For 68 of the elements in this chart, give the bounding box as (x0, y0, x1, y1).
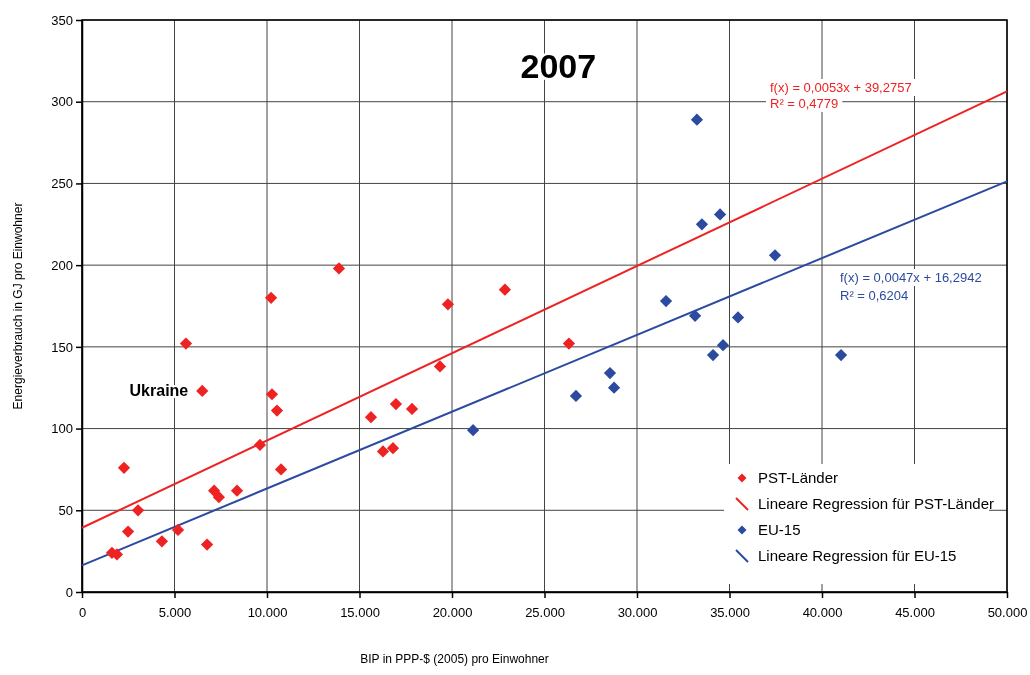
point (121, 525, 135, 538)
point (155, 535, 169, 548)
x-tick-label: 20.000 (432, 604, 473, 620)
point (731, 311, 745, 324)
point (695, 218, 709, 231)
point (386, 442, 400, 455)
point (441, 298, 455, 311)
x-tick-label: 50.000 (987, 604, 1028, 620)
x-tick-label: 40.000 (802, 604, 843, 620)
point (253, 438, 267, 452)
point (274, 463, 288, 476)
y-tick-label: 300 (51, 94, 73, 110)
y-tick-label: 250 (51, 176, 73, 192)
y-tick-label: 200 (51, 257, 73, 273)
point (196, 384, 209, 398)
point (433, 360, 447, 373)
x-axis-title: BIP in PPP-$ (2005) pro Einwohner (360, 652, 549, 666)
legend-label: Lineare Regression für PST-Länder (758, 495, 994, 512)
legend-label: Lineare Regression für EU-15 (758, 547, 957, 564)
point (569, 389, 583, 403)
point (264, 291, 278, 304)
x-tick-label: 35.000 (710, 604, 750, 620)
point (332, 262, 346, 275)
point (768, 249, 782, 262)
x-tick-label: 0 (78, 604, 87, 620)
y-tick-label: 0 (65, 584, 73, 600)
point (562, 337, 576, 350)
point (270, 404, 284, 417)
point (171, 523, 185, 537)
point (716, 339, 730, 352)
point (498, 283, 512, 296)
x-tick-label: 25.000 (525, 604, 565, 620)
point (659, 294, 673, 308)
point (131, 504, 145, 517)
point (389, 397, 403, 411)
x-tick-label: 10.000 (247, 604, 288, 620)
point (713, 208, 727, 221)
annotation: f(x) = 0,0053x + 39,2757 (770, 80, 912, 95)
annotation: R² = 0,6204 (840, 288, 909, 303)
y-axis-title: Energieverbrauch in GJ pro Einwohner (11, 202, 25, 410)
x-tick-label: 30.000 (617, 604, 658, 620)
point (706, 348, 720, 362)
x-tick-label: 45.000 (895, 604, 935, 620)
point (212, 491, 226, 504)
point (265, 388, 279, 401)
point (834, 348, 848, 362)
point (376, 445, 390, 458)
x-tick-label: 15.000 (340, 604, 380, 620)
point (364, 411, 378, 424)
point (117, 461, 131, 474)
y-tick-label: 350 (51, 12, 73, 28)
annotation: R² = 0,4779 (770, 96, 839, 111)
point (603, 366, 617, 380)
x-tick-label: 5.000 (158, 604, 192, 620)
legend-label: PST-Länder (758, 469, 839, 486)
y-tick-label: 50 (58, 502, 73, 518)
legend-label: EU-15 (758, 521, 801, 538)
point (200, 538, 214, 551)
point (688, 309, 702, 322)
y-tick-label: 100 (51, 421, 73, 437)
annotation: f(x) = 0,0047x + 16,2942 (840, 270, 982, 285)
point (690, 113, 704, 126)
point (179, 337, 193, 350)
point (466, 424, 480, 437)
point (405, 402, 419, 416)
point (607, 381, 621, 394)
y-tick-label: 150 (51, 339, 73, 355)
point (230, 484, 244, 497)
